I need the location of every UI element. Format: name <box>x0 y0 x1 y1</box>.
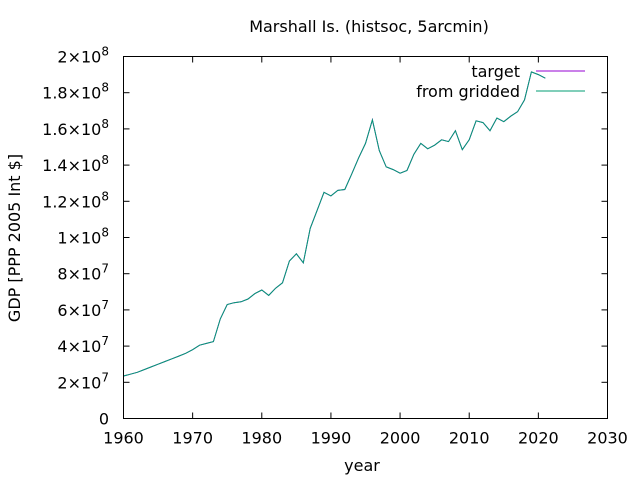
y-tick-label: 8×107 <box>57 262 109 284</box>
y-tick-exponent: 7 <box>101 262 109 276</box>
y-tick-label: 1.8×108 <box>42 81 109 103</box>
y-tick-exponent: 8 <box>101 117 109 131</box>
axis-ticks: 1960 1970 1980 1990 2000 2010 2020 203002×1074×… <box>42 45 628 448</box>
y-tick-exponent: 7 <box>101 334 109 348</box>
y-tick-label: 2×107 <box>57 370 109 392</box>
series-group <box>123 71 546 377</box>
y-tick-label: 2×108 <box>57 45 109 67</box>
x-tick-label: 1960 <box>103 429 144 448</box>
y-tick-label: 1.4×108 <box>42 153 109 175</box>
x-tick-label: 1980 <box>241 429 282 448</box>
y-tick-exponent: 8 <box>101 189 109 203</box>
x-tick-label: 2030 <box>587 429 628 448</box>
y-tick-mantissa: 1×10 <box>57 229 101 248</box>
plot-frame <box>123 56 608 419</box>
y-tick-label: 1.2×108 <box>42 189 109 211</box>
x-tick-label: 1990 <box>311 429 352 448</box>
y-tick-exponent: 7 <box>101 298 109 312</box>
y-tick-exponent: 7 <box>101 370 109 384</box>
y-axis-label: GDP [PPP 2005 Int $] <box>5 154 24 322</box>
legend-label: target <box>471 62 520 81</box>
legend-label: from gridded <box>416 82 520 101</box>
y-tick-mantissa: 1.8×10 <box>42 84 101 103</box>
y-tick-mantissa: 6×10 <box>57 301 101 320</box>
series-line-0 <box>123 71 546 377</box>
y-tick-exponent: 8 <box>101 153 109 167</box>
y-tick-mantissa: 4×10 <box>57 337 101 356</box>
series-line-1 <box>123 71 546 377</box>
x-tick-label: 2000 <box>380 429 421 448</box>
y-tick-mantissa: 1.4×10 <box>42 156 101 175</box>
y-tick-label: 0 <box>99 410 109 429</box>
x-tick-label: 1970 <box>172 429 213 448</box>
y-tick-label: 1×108 <box>57 226 109 248</box>
y-tick-exponent: 8 <box>101 81 109 95</box>
y-tick-label: 1.6×108 <box>42 117 109 139</box>
y-tick-mantissa: 0 <box>99 410 109 429</box>
chart-title: Marshall Is. (histsoc, 5arcmin) <box>249 17 489 36</box>
y-tick-mantissa: 8×10 <box>57 265 101 284</box>
y-tick-mantissa: 2×10 <box>57 48 101 67</box>
x-tick-label: 2020 <box>518 429 559 448</box>
x-axis-label: year <box>344 456 380 475</box>
y-tick-exponent: 8 <box>101 45 109 59</box>
y-tick-mantissa: 1.2×10 <box>42 192 101 211</box>
x-tick-label: 2010 <box>449 429 490 448</box>
y-tick-mantissa: 1.6×10 <box>42 120 101 139</box>
y-tick-mantissa: 2×10 <box>57 373 101 392</box>
y-tick-label: 4×107 <box>57 334 109 356</box>
y-tick-label: 6×107 <box>57 298 109 320</box>
y-tick-exponent: 8 <box>101 226 109 240</box>
